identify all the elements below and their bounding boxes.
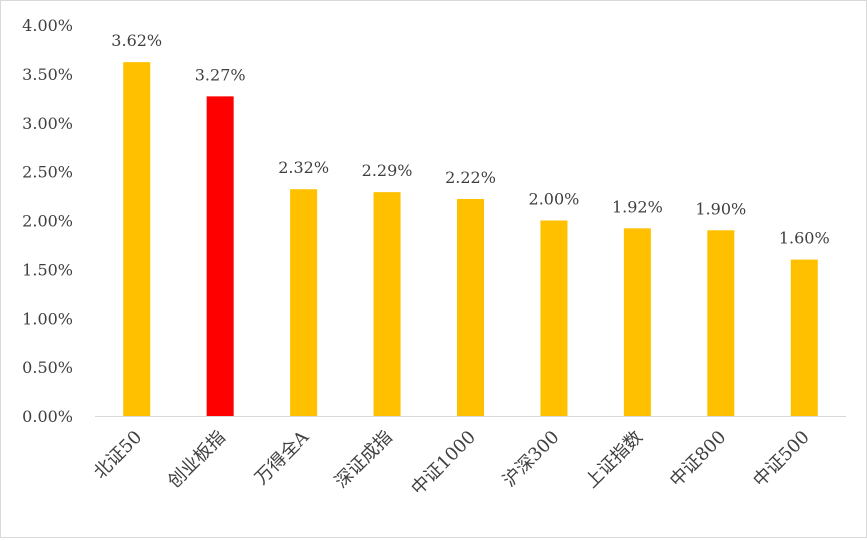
data-label: 1.60% — [779, 229, 830, 248]
data-label: 1.90% — [695, 199, 746, 218]
x-tick-label: 上证指数 — [581, 427, 647, 493]
x-tick-label: 沪深300 — [499, 427, 564, 492]
x-tick-label: 北证50 — [90, 427, 147, 484]
data-labels: 3.62% 3.27% 2.32% 2.29% 2.22% 2.00% 1.92% 1.90%… — [111, 31, 829, 247]
bar — [457, 198, 484, 416]
data-label: 1.92% — [612, 197, 663, 216]
y-tick-label: 0.50% — [22, 358, 73, 377]
y-tick-label: 0.00% — [22, 407, 73, 426]
data-label: 2.22% — [445, 168, 496, 187]
y-tick-label: 1.00% — [22, 309, 73, 328]
x-tick-label: 中证1000 — [407, 427, 480, 500]
bar — [373, 192, 401, 416]
x-tick-label: 创业板指 — [164, 427, 230, 493]
bar — [790, 259, 818, 416]
bar — [623, 228, 651, 416]
y-tick-label: 1.50% — [22, 260, 73, 279]
x-tick-label: 中证500 — [749, 427, 814, 492]
y-tick-label: 3.00% — [22, 114, 73, 133]
y-axis: 0.00% 0.50% 1.00% 1.50% 2.00% 2.50% 3.00% 3.50%… — [22, 16, 73, 426]
y-tick-label: 2.50% — [22, 163, 73, 182]
data-label: 3.62% — [111, 31, 162, 50]
data-label: 2.00% — [529, 190, 580, 209]
bars — [123, 62, 818, 417]
data-label: 2.32% — [278, 158, 329, 177]
bar — [707, 230, 735, 416]
x-tick-label: 中证800 — [666, 427, 731, 492]
x-axis: 北证50 创业板指 万得全A 深证成指 中证1000 沪深300 上证指数 中证800 中证50… — [90, 426, 814, 499]
bar — [123, 62, 151, 417]
x-tick-label: 深证成指 — [331, 427, 397, 493]
bar — [206, 96, 234, 417]
y-tick-label: 2.00% — [22, 212, 73, 231]
x-tick-label: 万得全A — [251, 426, 314, 489]
y-tick-label: 4.00% — [22, 16, 73, 35]
bar — [540, 220, 568, 416]
y-tick-label: 3.50% — [22, 65, 73, 84]
data-label: 2.29% — [362, 161, 413, 180]
data-label: 3.27% — [195, 65, 246, 84]
bar — [290, 189, 318, 416]
